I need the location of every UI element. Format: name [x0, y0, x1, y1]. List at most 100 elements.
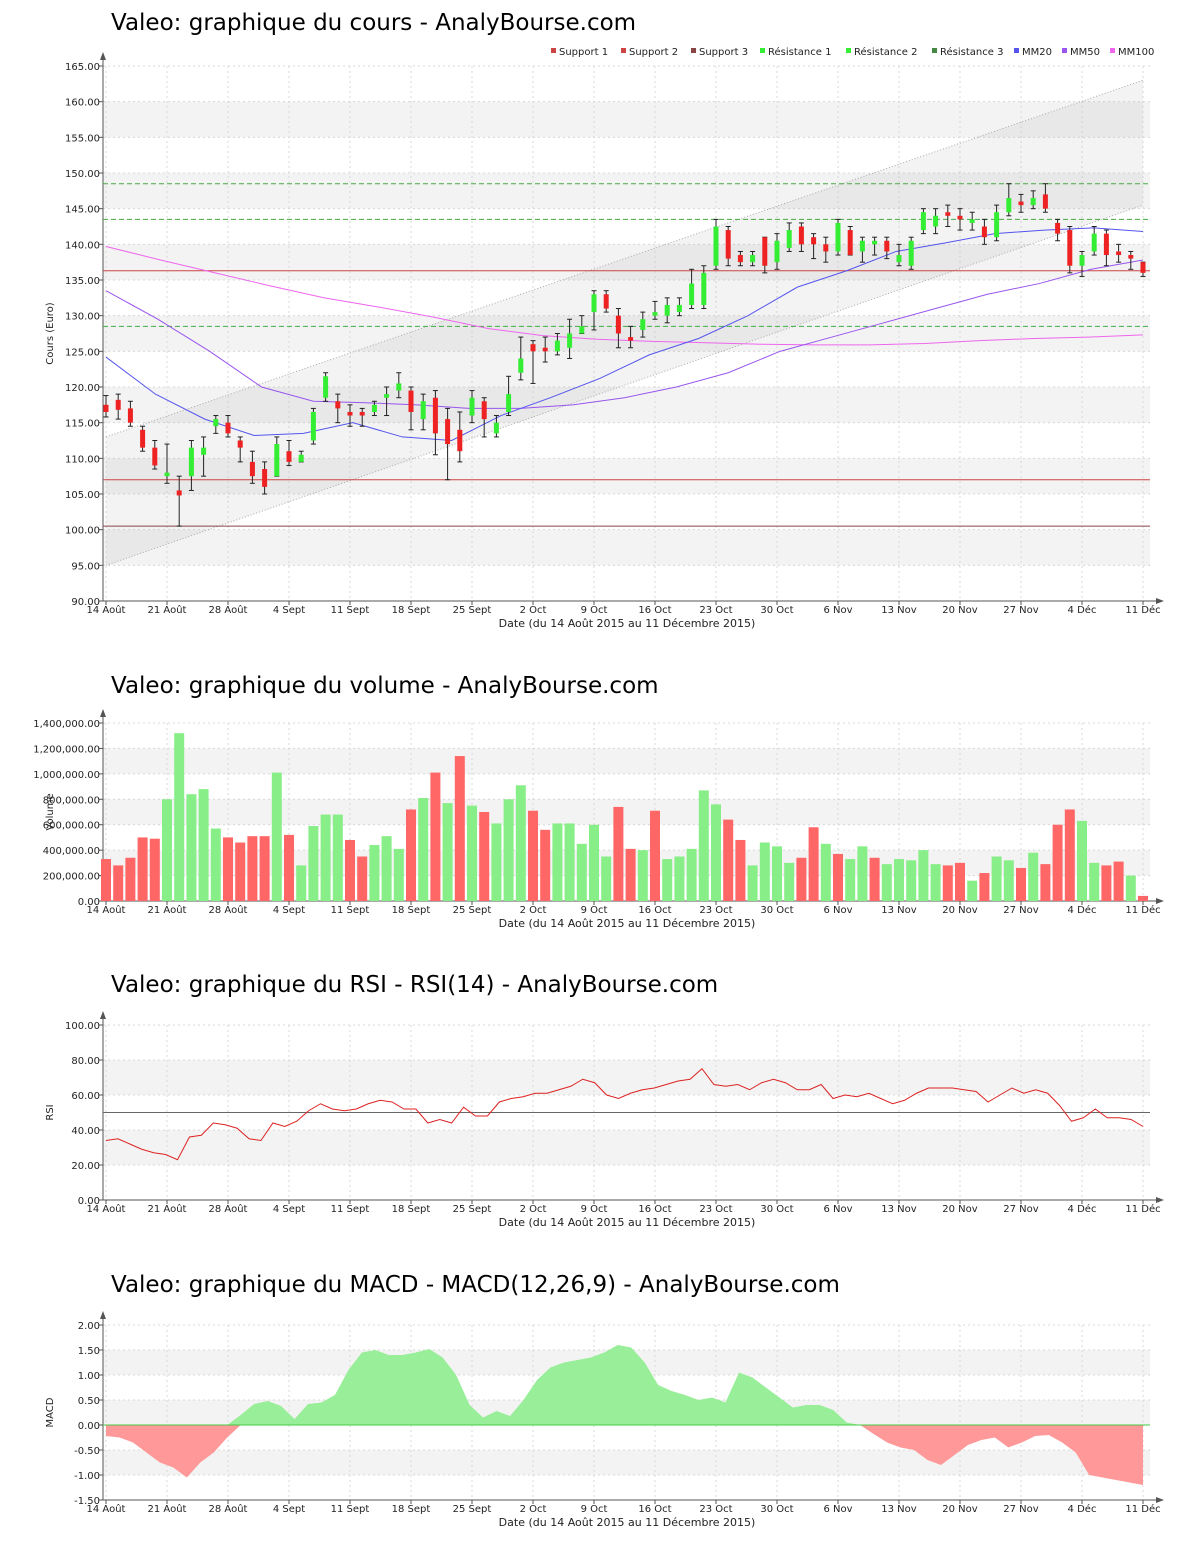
- volume-y-axis-label: Volume: [45, 793, 56, 830]
- price-band: [103, 244, 1150, 280]
- legend-swatch: [932, 48, 937, 53]
- volume-bar: [540, 829, 551, 901]
- volume-bar: [650, 810, 660, 901]
- volume-bar: [674, 856, 685, 901]
- volume-bar: [576, 843, 587, 901]
- macd-ytick-label: 0.50: [78, 1396, 100, 1407]
- rsi-band: [103, 1060, 1150, 1095]
- volume-xtick-label: 21 Août: [148, 904, 187, 916]
- volume-bar: [479, 812, 490, 901]
- macd-ytick-label: -1.00: [74, 1471, 100, 1482]
- candle-body: [347, 411, 353, 416]
- candle-body: [164, 472, 170, 477]
- candle-body: [689, 283, 695, 305]
- volume-bar: [808, 827, 819, 901]
- volume-bar: [467, 805, 477, 901]
- candle-body: [213, 419, 219, 427]
- rsi-y-axis-label: RSI: [45, 1104, 56, 1120]
- price-band: [103, 173, 1150, 209]
- candle-body: [384, 394, 390, 398]
- volume-bar: [686, 848, 697, 901]
- rsi-line: [105, 1068, 1144, 1161]
- macd-xtick-label: 21 Août: [148, 1503, 187, 1515]
- candle-body: [786, 230, 792, 248]
- rsi-band: [103, 1130, 1150, 1165]
- volume-bar: [967, 880, 978, 901]
- volume-bar: [1016, 867, 1026, 901]
- candle-body: [798, 226, 804, 245]
- rsi-xtick-label: 2 Oct: [520, 1204, 547, 1215]
- candle-body: [628, 337, 634, 341]
- price-xtick-label: 25 Sept: [453, 605, 492, 616]
- candle-body: [579, 326, 585, 334]
- macd-xtick-label: 23 Oct: [699, 1504, 732, 1515]
- macd-xtick-label: 6 Nov: [823, 1504, 852, 1515]
- volume-bar: [1125, 875, 1136, 901]
- price-ytick-label: 150.00: [65, 169, 100, 180]
- candle-body: [872, 240, 878, 245]
- volume-xtick-label: 27 Nov: [1003, 905, 1039, 916]
- legend-label: Support 1: [559, 47, 608, 58]
- candle-body: [615, 315, 621, 334]
- candle-body: [1055, 222, 1061, 234]
- candle-body: [957, 215, 963, 220]
- legend-label: Résistance 1: [768, 46, 831, 58]
- legend-swatch: [1110, 48, 1115, 53]
- candle-body: [567, 333, 573, 348]
- macd-xtick-label: 27 Nov: [1003, 1504, 1039, 1515]
- candle-body: [603, 294, 609, 309]
- candle-body: [847, 230, 853, 256]
- mm100-line: [105, 245, 1144, 346]
- volume-bar: [271, 772, 282, 901]
- price-xtick-label: 11 Sept: [331, 605, 370, 616]
- trend-channel: [106, 80, 1143, 566]
- candle-body: [481, 401, 487, 420]
- volume-xtick-label: 11 Sept: [331, 905, 370, 916]
- candle-body: [1067, 230, 1073, 266]
- price-chart: 90.00 95.00 100.00 105.00 110.00 115.00 120.00…: [45, 46, 1164, 630]
- candle-body: [542, 347, 548, 352]
- price-ytick-label: 90.00: [71, 597, 100, 608]
- volume-bar: [210, 828, 221, 901]
- legend-label: Support 2: [629, 47, 678, 58]
- volume-bar: [869, 857, 880, 901]
- legend-swatch: [551, 48, 556, 53]
- candle-body: [335, 401, 341, 409]
- price-xtick-label: 18 Sept: [392, 605, 431, 616]
- candle-body: [933, 215, 939, 227]
- price-xtick-label: 4 Sept: [273, 605, 305, 616]
- volume-bar: [1077, 820, 1087, 901]
- candle-body: [640, 319, 646, 330]
- price-xtick-label: 21 Août: [148, 604, 187, 616]
- volume-bar: [1089, 862, 1100, 901]
- rsi-ytick-label: 80.00: [71, 1056, 100, 1067]
- volume-bar: [515, 785, 526, 901]
- rsi-xtick-label: 30 Oct: [760, 1204, 793, 1215]
- candle-body: [188, 447, 194, 477]
- candle-body: [1103, 233, 1109, 256]
- volume-bar: [784, 862, 795, 901]
- macd-xtick-label: 2 Oct: [520, 1504, 547, 1515]
- legend-label: MM100: [1118, 47, 1154, 58]
- legend-swatch: [760, 48, 765, 53]
- rsi-xtick-label: 4 Déc: [1068, 1203, 1097, 1215]
- candle-body: [274, 444, 280, 477]
- macd-xtick-label: 25 Sept: [453, 1504, 492, 1515]
- volume-ytick-label: 1,200,000.00: [33, 744, 100, 755]
- candle-body: [676, 304, 682, 313]
- volume-bar: [845, 859, 856, 901]
- rsi-xtick-label: 27 Nov: [1003, 1204, 1039, 1215]
- candle-body: [298, 454, 304, 462]
- price-chart-title: Valeo: graphique du cours - AnalyBourse.…: [111, 10, 637, 36]
- volume-bar: [564, 823, 575, 901]
- volume-bar: [125, 857, 136, 901]
- volume-bar: [589, 824, 599, 901]
- candle-body: [823, 244, 829, 252]
- rsi-ytick-label: 100.00: [65, 1021, 100, 1032]
- rsi-xtick-label: 11 Déc: [1125, 1203, 1160, 1215]
- volume-bar: [735, 839, 746, 901]
- candle-body: [554, 340, 560, 352]
- macd-positive-area: [106, 1345, 1143, 1425]
- candle-body: [1079, 255, 1085, 266]
- rsi-xtick-label: 20 Nov: [942, 1204, 978, 1215]
